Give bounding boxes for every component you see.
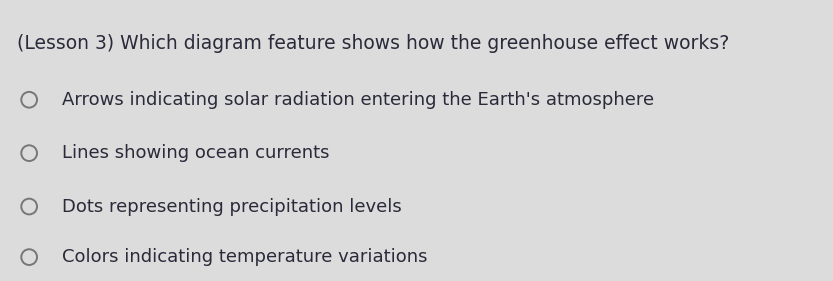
- Text: Lines showing ocean currents: Lines showing ocean currents: [62, 144, 330, 162]
- Text: Arrows indicating solar radiation entering the Earth's atmosphere: Arrows indicating solar radiation enteri…: [62, 91, 655, 109]
- Text: Colors indicating temperature variations: Colors indicating temperature variations: [62, 248, 428, 266]
- Text: (Lesson 3) Which diagram feature shows how the greenhouse effect works?: (Lesson 3) Which diagram feature shows h…: [17, 34, 729, 53]
- Text: Dots representing precipitation levels: Dots representing precipitation levels: [62, 198, 402, 216]
